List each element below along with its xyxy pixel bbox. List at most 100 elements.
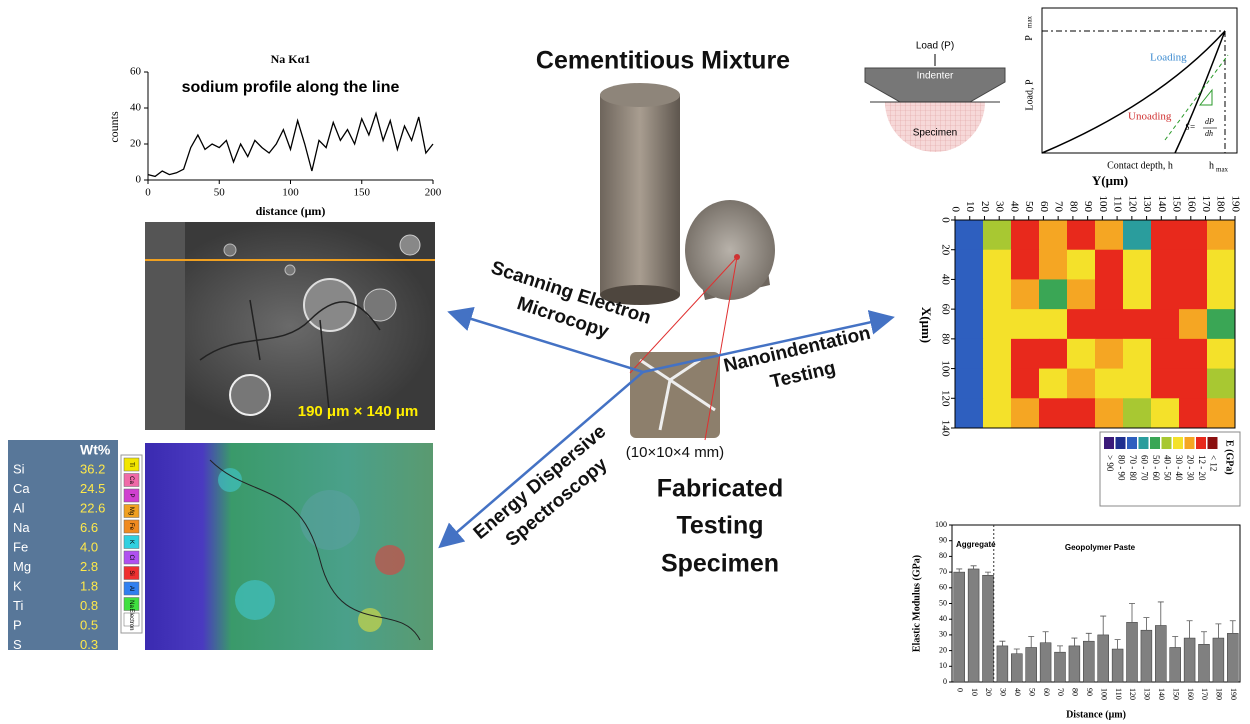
legend-swatch (1138, 437, 1149, 449)
y-axis-label: counts (107, 111, 121, 143)
legend-swatch (123, 535, 140, 549)
element: Mg (13, 559, 31, 574)
contour-cell (1067, 338, 1096, 370)
legend-label: 60 - 70 (1139, 455, 1149, 481)
y-tick-label: 90 (939, 536, 947, 545)
wt-value: 2.8 (80, 559, 98, 574)
contour-cell (1039, 368, 1068, 399)
error-bar (1100, 615, 1107, 635)
element: P (13, 617, 22, 632)
bar (1155, 625, 1167, 683)
contour-cell (1067, 249, 1096, 280)
wt-value: 0.3 (80, 637, 98, 652)
arrow (447, 306, 644, 374)
title: Cementitious Mixture (536, 47, 790, 75)
bar (1126, 622, 1138, 683)
hmax-label: h (1209, 160, 1214, 171)
contour-cell (1067, 220, 1096, 251)
legend-label: 30 - 40 (1174, 455, 1184, 481)
bar (1054, 651, 1066, 683)
contour-cell (1123, 368, 1152, 399)
x-tick-label: 190 (1229, 688, 1238, 700)
legend-label: Cl (128, 555, 134, 561)
bar (1198, 644, 1210, 683)
loading-curve (1041, 30, 1226, 154)
x-tick-label: 0 (955, 688, 964, 692)
x-axis-label: Contact depth, h (1107, 160, 1173, 171)
bar (953, 571, 965, 683)
y-tick-label: 0 (943, 677, 947, 686)
cylinder-image (600, 83, 775, 305)
x-tick-label: 150 (1171, 688, 1180, 700)
x-tick-label: 200 (425, 187, 442, 199)
x-tick-label: 70 (1056, 688, 1065, 696)
x-tick-label: 40 (1013, 688, 1022, 696)
y-tick-label: 0 (136, 174, 142, 186)
curve-frame (1041, 7, 1238, 154)
x-tick-label: 30 (999, 688, 1008, 696)
contour-cell (1207, 249, 1236, 280)
legend-label: Ca (128, 476, 134, 484)
contour-cell (1179, 368, 1208, 399)
x-tick-label: 60 (1042, 688, 1051, 696)
legend-swatch (123, 488, 140, 503)
legend-label: < 12 (1208, 455, 1218, 471)
load-curve: P max Load, P Contact depth, h h max Loa… (1024, 7, 1238, 174)
indenter-schematic: Load (P) Indenter Specimen (864, 41, 1006, 152)
dp-label: dP (1205, 117, 1214, 126)
stiffness-line (1164, 54, 1229, 141)
x-tick-label: 190 (1229, 196, 1241, 213)
error-bar (1042, 631, 1049, 643)
legend-swatch (1150, 437, 1160, 449)
x-tick-label: 90 (1082, 201, 1094, 213)
error-bar (1129, 603, 1135, 623)
contour-cell (1123, 249, 1152, 280)
error-bar (1085, 632, 1092, 642)
y-tick-label: 120 (939, 390, 951, 407)
x-tick-label: 50 (1023, 201, 1035, 213)
eds-label: Energy Dispersive Spectroscopy (470, 421, 612, 551)
specimen-size: (10×10×4 mm) (626, 444, 724, 461)
contour-cell (1095, 309, 1124, 340)
x-tick-label: 160 (1186, 688, 1195, 700)
legend-swatch (1127, 437, 1137, 449)
x-tick-label: 110 (1112, 196, 1124, 213)
wt-value: 0.5 (80, 617, 98, 632)
legend-swatch (123, 612, 140, 627)
contour-cell (1207, 338, 1236, 370)
error-bar (956, 568, 963, 573)
sem-scale: 190 μm × 140 μm (298, 403, 419, 420)
y-tick-label: 70 (939, 567, 947, 576)
element: Al (13, 500, 25, 515)
legend-swatch (123, 457, 140, 472)
bar (1183, 637, 1196, 683)
y-tick-label: 100 (939, 360, 951, 377)
wt-value: 4.0 (80, 539, 98, 554)
contour-cell (1095, 220, 1124, 251)
wt-value: 36.2 (80, 461, 105, 476)
bar (1169, 647, 1181, 683)
zoom-line (629, 256, 738, 374)
contour-cell (955, 279, 984, 310)
legend-swatch (1173, 437, 1183, 449)
x-tick-label: 70 (1053, 201, 1065, 213)
contour-cell (1011, 398, 1040, 429)
y-tick-label: 60 (130, 66, 142, 78)
hmax-sub: max (1216, 166, 1229, 174)
error-bar (985, 571, 991, 576)
element: Fe (13, 539, 28, 554)
x-tick-label: 60 (1038, 201, 1050, 213)
element: Na (13, 520, 30, 535)
error-bar (1215, 623, 1222, 639)
x-tick-label: 50 (214, 187, 226, 199)
legend-swatch (1184, 437, 1195, 449)
arrow (438, 371, 644, 549)
legend-swatch (123, 550, 140, 565)
contour-cell (1151, 249, 1180, 280)
contour-cell (1207, 368, 1236, 399)
chart-title: Na Kα1 (271, 52, 311, 66)
contour-cell (1179, 398, 1208, 429)
contour-cell (955, 249, 984, 280)
wt-value: 24.5 (80, 481, 105, 496)
legend-swatch (123, 566, 140, 580)
